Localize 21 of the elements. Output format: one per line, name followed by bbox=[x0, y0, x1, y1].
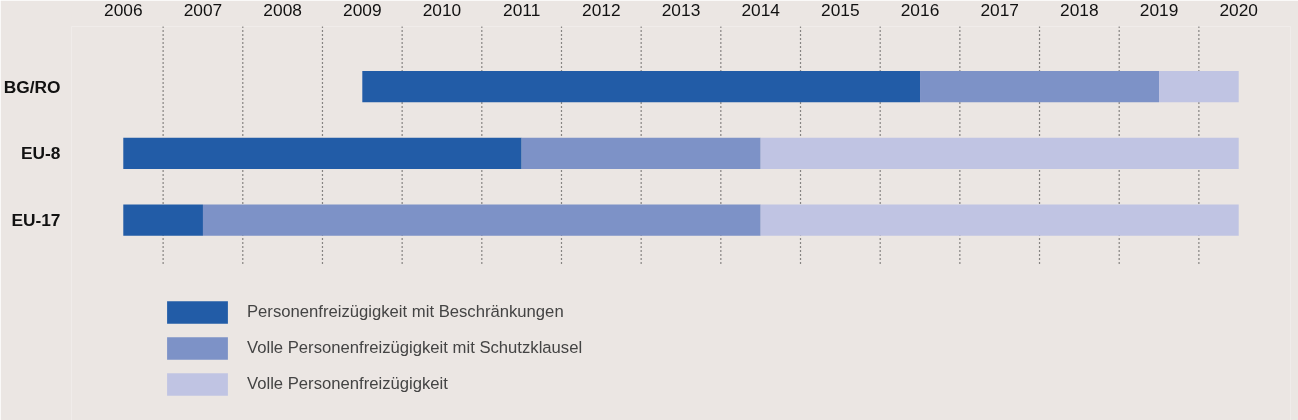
x-tick-label: 2014 bbox=[741, 0, 781, 20]
x-tick-label: 2018 bbox=[1060, 0, 1099, 20]
legend-label: Personenfreizügigkeit mit Beschränkungen bbox=[247, 302, 564, 322]
x-tick-label: 2012 bbox=[582, 0, 621, 20]
x-tick-label: 2016 bbox=[900, 0, 940, 20]
x-tick-label: 2006 bbox=[104, 0, 143, 20]
x-tick-label: 2013 bbox=[661, 0, 701, 20]
x-tick-label: 2010 bbox=[422, 0, 462, 20]
y-tick-label: EU-17 bbox=[11, 210, 61, 231]
x-tick-label: 2019 bbox=[1139, 0, 1179, 20]
x-tick-label: 2015 bbox=[821, 0, 860, 20]
x-tick-label: 2017 bbox=[980, 0, 1019, 20]
x-tick-label: 2008 bbox=[263, 0, 302, 20]
legend-label: Volle Personenfreizügigkeit mit Schutzklausel bbox=[247, 338, 583, 358]
x-tick-label: 2007 bbox=[183, 0, 223, 20]
x-tick-label: 2009 bbox=[343, 0, 382, 20]
legend-label: Volle Personenfreizügigkeit bbox=[247, 374, 448, 394]
x-tick-label: 2020 bbox=[1219, 0, 1258, 20]
y-tick-label: BG/RO bbox=[3, 76, 61, 97]
y-tick-label: EU-8 bbox=[21, 143, 61, 164]
x-tick-label: 2011 bbox=[503, 0, 541, 20]
